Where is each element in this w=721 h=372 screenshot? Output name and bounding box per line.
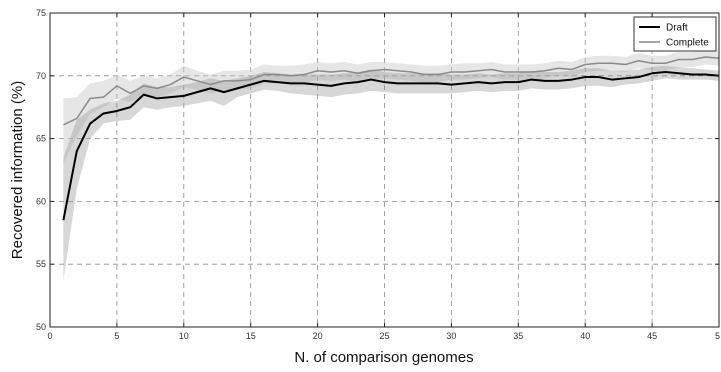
x-tick-label-1: 5 [114, 331, 119, 341]
series-line-draft [62, 71, 720, 221]
x-axis-label: N. of comparison genomes [294, 349, 473, 366]
y-tick-label-3: 65 [36, 134, 46, 144]
y-tick-label-5: 75 [36, 8, 46, 18]
x-tick-label-0: 0 [47, 331, 52, 341]
band-complete [63, 49, 719, 164]
x-tick-label-8: 40 [580, 331, 590, 341]
axis-ticks: 0 5 10 15 20 25 30 35 40 45 5 50 55 60 65 70 75 [36, 8, 720, 341]
series-lines [62, 56, 720, 221]
legend-label-complete: Complete [666, 38, 709, 49]
legend-box [633, 16, 717, 52]
x-tick-label-5: 25 [379, 331, 389, 341]
legend: Draft Complete [633, 16, 717, 52]
x-tick-label-6: 30 [446, 331, 456, 341]
grid-lines [50, 13, 719, 327]
x-tick-label-3: 15 [246, 331, 256, 341]
y-axis-label: Recovered information (%) [9, 81, 26, 259]
x-tick-label-4: 20 [313, 331, 323, 341]
x-tick-label-2: 10 [179, 331, 189, 341]
legend-label-draft: Draft [666, 23, 688, 34]
series-line-complete [63, 56, 720, 126]
y-tick-label-0: 50 [36, 322, 46, 332]
x-tick-label-7: 35 [513, 331, 523, 341]
x-tick-label-10: 5 [715, 331, 720, 341]
confidence-bands [63, 49, 719, 281]
x-tick-label-9: 45 [647, 331, 657, 341]
y-tick-label-4: 70 [36, 71, 46, 81]
y-tick-label-1: 55 [36, 259, 46, 269]
y-tick-label-2: 60 [36, 196, 46, 206]
